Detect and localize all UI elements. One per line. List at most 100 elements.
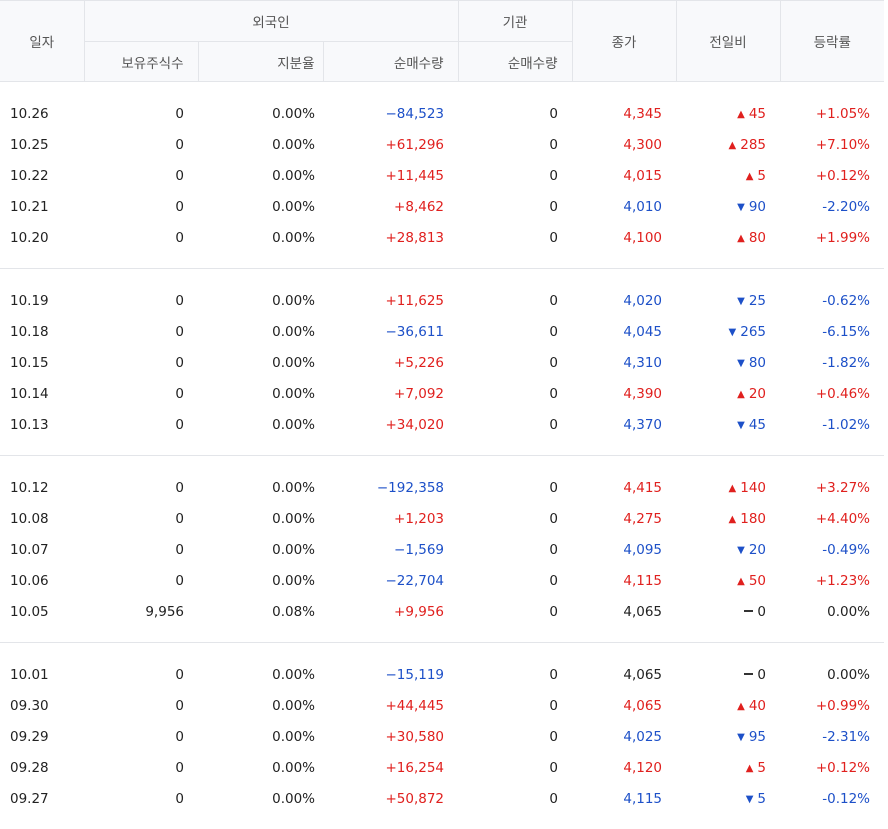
holdings-cell: 0 <box>84 565 198 596</box>
triangle-up-icon: ▲ <box>729 514 737 525</box>
foreign-net-cell: +34,020 <box>323 409 458 440</box>
inst-net-cell: 0 <box>458 98 572 129</box>
date-cell: 10.22 <box>0 160 84 191</box>
inst-net-cell: 0 <box>458 378 572 409</box>
rate-cell: -1.02% <box>780 409 884 440</box>
diff-value: 50 <box>749 573 766 589</box>
holdings-cell: 0 <box>84 98 198 129</box>
triangle-up-icon: ▲ <box>746 171 754 182</box>
ratio-cell: 0.00% <box>198 659 323 690</box>
group-divider <box>0 627 884 643</box>
header-foreign-net: 순매수량 <box>323 42 458 82</box>
close-cell: 4,120 <box>572 752 676 783</box>
close-cell: 4,095 <box>572 534 676 565</box>
ratio-cell: 0.00% <box>198 752 323 783</box>
foreign-net-cell: +8,462 <box>323 191 458 222</box>
divider-cell <box>0 814 884 829</box>
inst-net-cell: 0 <box>458 316 572 347</box>
rate-cell: -1.82% <box>780 347 884 378</box>
diff-cell: ▲5 <box>676 160 780 191</box>
ratio-cell: 0.00% <box>198 347 323 378</box>
holdings-cell: 9,956 <box>84 596 198 627</box>
group-divider <box>0 814 884 829</box>
foreign-net-cell: +44,445 <box>323 690 458 721</box>
holdings-cell: 0 <box>84 472 198 503</box>
diff-value: 95 <box>749 729 766 745</box>
foreign-net-cell: −192,358 <box>323 472 458 503</box>
diff-value: 20 <box>749 542 766 558</box>
diff-value: 80 <box>749 355 766 371</box>
close-cell: 4,310 <box>572 347 676 378</box>
diff-cell: ▲80 <box>676 222 780 253</box>
header-close: 종가 <box>572 1 676 82</box>
diff-cell: 0 <box>676 659 780 690</box>
spacer-cell <box>0 456 884 473</box>
diff-value: 0 <box>757 667 766 683</box>
dash-icon <box>744 673 753 675</box>
date-cell: 10.21 <box>0 191 84 222</box>
triangle-down-icon: ▼ <box>737 202 745 213</box>
diff-cell: ▼ 90 <box>676 191 780 222</box>
diff-value: 45 <box>749 106 766 122</box>
diff-cell: ▲180 <box>676 503 780 534</box>
diff-value: 180 <box>740 511 766 527</box>
date-cell: 10.26 <box>0 98 84 129</box>
ratio-cell: 0.00% <box>198 690 323 721</box>
table-header: 일자 외국인 기관 종가 전일비 등락률 보유주식수 지분율 순매수량 순매수량 <box>0 1 884 82</box>
rate-cell: +0.46% <box>780 378 884 409</box>
foreign-net-cell: −84,523 <box>323 98 458 129</box>
diff-cell: ▼20 <box>676 534 780 565</box>
diff-cell: ▼5 <box>676 783 780 814</box>
triangle-down-icon: ▼ <box>737 420 745 431</box>
diff-cell: ▼80 <box>676 347 780 378</box>
diff-cell: ▼25 <box>676 285 780 316</box>
diff-cell: ▲285 <box>676 129 780 160</box>
header-ratio: 지분율 <box>198 42 323 82</box>
date-cell: 10.01 <box>0 659 84 690</box>
ratio-cell: 0.00% <box>198 783 323 814</box>
foreign-net-cell: +11,445 <box>323 160 458 191</box>
close-cell: 4,065 <box>572 690 676 721</box>
close-cell: 4,025 <box>572 721 676 752</box>
triangle-up-icon: ▲ <box>746 763 754 774</box>
diff-value: 5 <box>757 791 766 807</box>
rate-cell: 0.00% <box>780 596 884 627</box>
inst-net-cell: 0 <box>458 409 572 440</box>
triangle-down-icon: ▼ <box>746 794 754 805</box>
triangle-up-icon: ▲ <box>729 483 737 494</box>
rate-cell: +0.12% <box>780 752 884 783</box>
close-cell: 4,115 <box>572 565 676 596</box>
rate-cell: 0.00% <box>780 659 884 690</box>
spacer-cell <box>0 82 884 99</box>
foreign-net-cell: −15,119 <box>323 659 458 690</box>
close-cell: 4,015 <box>572 160 676 191</box>
foreign-net-cell: +5,226 <box>323 347 458 378</box>
inst-net-cell: 0 <box>458 596 572 627</box>
ratio-cell: 0.00% <box>198 409 323 440</box>
divider-cell <box>0 627 884 643</box>
inst-net-cell: 0 <box>458 721 572 752</box>
diff-value: 5 <box>757 760 766 776</box>
diff-value: 90 <box>749 199 766 215</box>
diff-value: 5 <box>757 168 766 184</box>
foreign-net-cell: −1,569 <box>323 534 458 565</box>
holdings-cell: 0 <box>84 659 198 690</box>
foreign-net-cell: +11,625 <box>323 285 458 316</box>
diff-cell: ▼265 <box>676 316 780 347</box>
group-spacer <box>0 82 884 99</box>
close-cell: 4,390 <box>572 378 676 409</box>
ratio-cell: 0.00% <box>198 721 323 752</box>
triangle-up-icon: ▲ <box>737 389 745 400</box>
inst-net-cell: 0 <box>458 347 572 378</box>
header-date: 일자 <box>0 1 84 82</box>
diff-value: 265 <box>740 324 766 340</box>
holdings-cell: 0 <box>84 222 198 253</box>
